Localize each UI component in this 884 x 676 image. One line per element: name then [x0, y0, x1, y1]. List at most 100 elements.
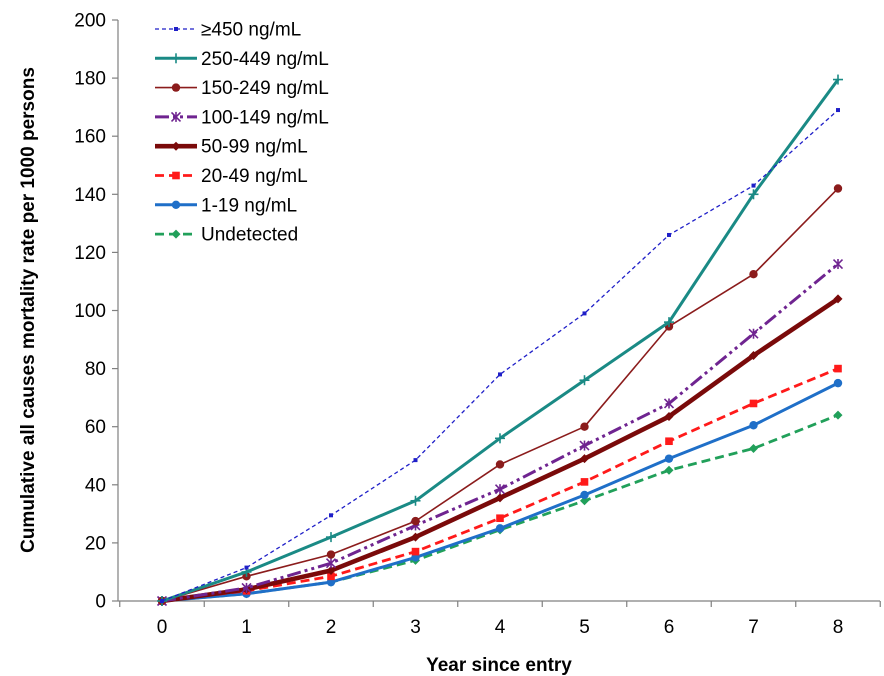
data-point: [749, 351, 758, 361]
data-point: [664, 317, 674, 328]
data-point: [833, 410, 843, 420]
y-tick-label: 160: [74, 127, 106, 148]
legend-entry: 150-249 ng/mL: [155, 78, 329, 99]
legend: ≥450 ng/mL 250-449 ng/mL 150-249 ng/mL 100-…: [155, 20, 329, 246]
x-ticks: 0 1 2 3 4 5 6 7 8: [119, 601, 881, 638]
data-point: [494, 484, 506, 495]
legend-label: 150-249 ng/mL: [201, 78, 329, 99]
legend-label: 1-19 ng/mL: [201, 195, 297, 216]
data-point: [325, 558, 337, 569]
data-point: [834, 364, 842, 373]
data-point: [495, 524, 505, 533]
data-point: [411, 516, 420, 526]
data-point: [751, 183, 756, 188]
legend-label: 100-149 ng/mL: [201, 107, 329, 128]
y-tick-label: 40: [85, 475, 106, 496]
data-point: [663, 398, 675, 409]
legend-marker: [171, 141, 181, 151]
y-tick-label: 20: [85, 533, 106, 554]
y-tick-label: 180: [74, 69, 106, 90]
data-point: [665, 437, 673, 446]
y-axis-title: Cumulative all causes mortality rate per…: [18, 67, 39, 553]
x-tick-label: 1: [241, 617, 252, 638]
legend-entry: 100-149 ng/mL: [155, 107, 329, 128]
legend-label: 50-99 ng/mL: [201, 137, 308, 158]
data-point: [496, 514, 504, 523]
legend-entry: ≥450 ng/mL: [155, 20, 301, 41]
data-point: [748, 189, 759, 200]
data-point: [580, 496, 589, 506]
data-point: [241, 582, 252, 593]
x-tick-label: 6: [664, 617, 675, 638]
y-tick-label: 0: [95, 592, 106, 613]
data-point: [749, 269, 758, 279]
data-point: [582, 311, 587, 316]
data-point: [579, 375, 590, 386]
data-point: [664, 454, 674, 463]
data-point: [579, 440, 590, 451]
x-axis-title: Year since entry: [426, 655, 572, 676]
legend-marker: [171, 83, 181, 92]
data-point: [495, 493, 505, 503]
y-tick-label: 60: [85, 417, 106, 438]
data-point: [495, 433, 505, 444]
data-point: [326, 565, 336, 575]
legend-label: ≥450 ng/mL: [201, 20, 301, 41]
series-line: [161, 109, 839, 602]
series-3: [156, 258, 844, 607]
data-point: [749, 399, 758, 408]
x-tick-label: 5: [579, 617, 590, 638]
data-point: [833, 184, 843, 193]
series-line: [161, 367, 839, 603]
legend-entry: 20-49 ng/mL: [155, 166, 308, 187]
data-point: [326, 550, 336, 559]
legend-entry: Undetected: [155, 225, 298, 246]
legend-entry: 1-19 ng/mL: [155, 195, 297, 216]
y-tick-label: 80: [85, 359, 106, 380]
legend-marker: [171, 53, 181, 64]
data-point: [580, 490, 589, 500]
x-tick-label: 8: [833, 617, 844, 638]
data-point: [836, 108, 840, 113]
x-tick-label: 2: [326, 617, 337, 638]
legend-entry: 250-449 ng/mL: [155, 49, 329, 70]
legend-marker: [174, 27, 178, 31]
x-tick-label: 0: [157, 617, 168, 638]
data-point: [244, 565, 249, 570]
data-point: [327, 572, 335, 581]
data-point: [411, 547, 420, 556]
x-tick-label: 3: [410, 617, 421, 638]
x-tick-label: 4: [495, 617, 506, 638]
data-point: [833, 294, 843, 304]
y-tick-label: 200: [74, 11, 106, 32]
y-ticks: 0 20 40 60 80 100 120 140 160 180 200: [74, 11, 118, 613]
data-point: [411, 532, 420, 542]
data-point: [580, 478, 589, 486]
data-point: [326, 532, 336, 543]
legend-marker: [170, 111, 182, 122]
data-point: [329, 513, 333, 518]
data-point: [833, 74, 843, 85]
data-point: [580, 422, 589, 431]
data-point: [413, 458, 418, 463]
series-0: [160, 108, 840, 603]
legend-entry: 50-99 ng/mL: [155, 137, 308, 158]
legend-label: 250-449 ng/mL: [201, 49, 329, 70]
data-point: [410, 495, 421, 506]
y-tick-label: 120: [74, 243, 106, 264]
legend-marker: [171, 200, 181, 209]
data-point: [664, 412, 674, 422]
data-point: [749, 421, 758, 430]
series-line: [161, 296, 840, 604]
data-point: [495, 460, 505, 469]
x-tick-label: 7: [748, 617, 759, 638]
data-point: [498, 372, 502, 377]
series-line: [161, 187, 839, 602]
data-point: [832, 258, 844, 270]
data-point: [748, 328, 759, 339]
data-point: [664, 465, 674, 475]
series-2: [157, 184, 843, 606]
data-point: [160, 599, 164, 603]
